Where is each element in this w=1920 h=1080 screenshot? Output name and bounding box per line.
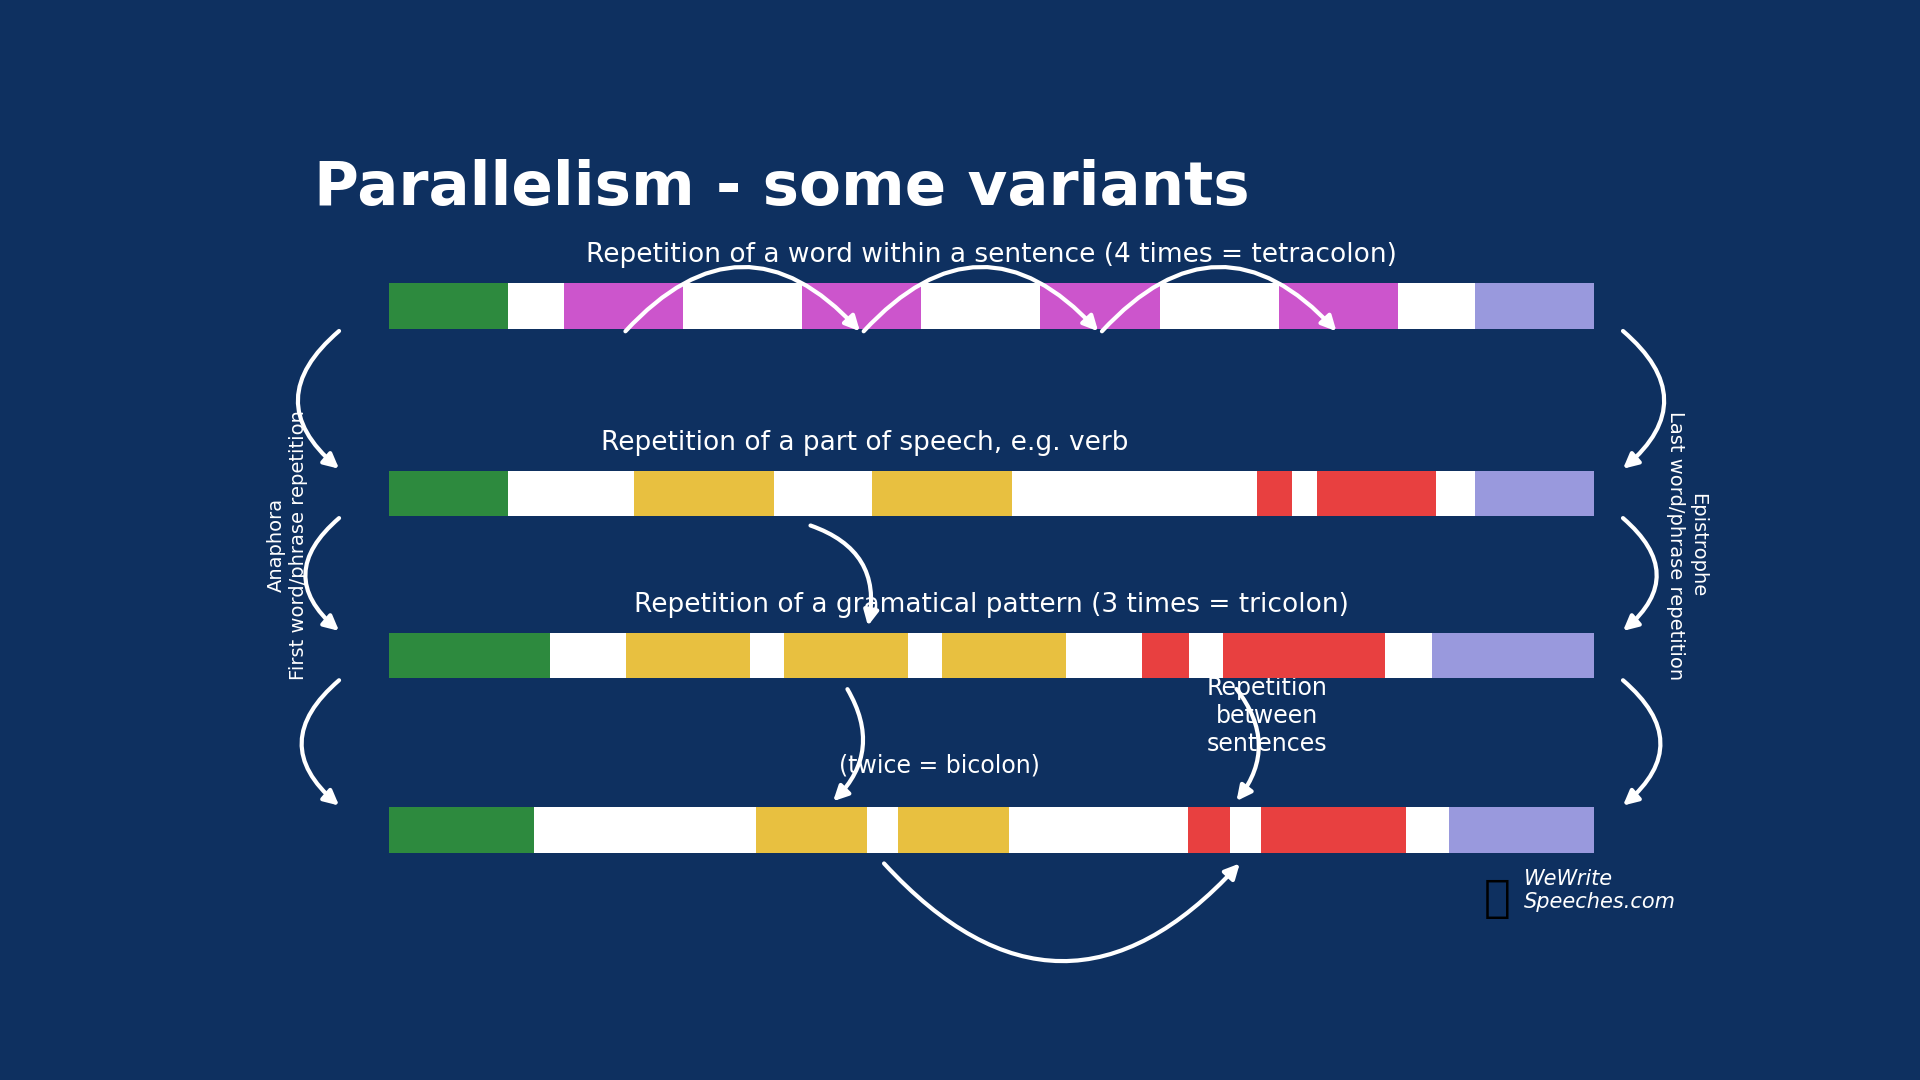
- Text: 🖋: 🖋: [1484, 877, 1511, 920]
- Bar: [1279, 283, 1398, 329]
- Bar: [551, 633, 626, 678]
- FancyArrowPatch shape: [883, 863, 1236, 961]
- Bar: [1188, 808, 1231, 853]
- Bar: [507, 471, 634, 516]
- Text: Anaphora
First word/phrase repetition: Anaphora First word/phrase repetition: [267, 410, 307, 680]
- Bar: [783, 633, 908, 678]
- FancyArrowPatch shape: [298, 330, 340, 465]
- Bar: [908, 633, 943, 678]
- FancyArrowPatch shape: [1622, 680, 1661, 802]
- Bar: [1432, 633, 1594, 678]
- Bar: [564, 283, 684, 329]
- Text: Repetition of a part of speech, e.g. verb: Repetition of a part of speech, e.g. ver…: [601, 430, 1129, 456]
- Text: Parallelism - some variants: Parallelism - some variants: [315, 159, 1250, 218]
- Bar: [1142, 633, 1188, 678]
- Text: Repetition of a gramatical pattern (3 times = tricolon): Repetition of a gramatical pattern (3 ti…: [634, 592, 1350, 618]
- FancyArrowPatch shape: [837, 689, 864, 798]
- Text: WeWrite
Speeches.com: WeWrite Speeches.com: [1524, 869, 1676, 913]
- Bar: [1405, 808, 1450, 853]
- Bar: [1317, 471, 1436, 516]
- FancyArrowPatch shape: [305, 518, 340, 627]
- Bar: [1066, 633, 1142, 678]
- Bar: [1188, 633, 1223, 678]
- Bar: [897, 808, 1008, 853]
- Bar: [1008, 808, 1188, 853]
- Bar: [751, 633, 783, 678]
- Bar: [634, 471, 774, 516]
- Text: Epistrophe
Last word/phrase repetition: Epistrophe Last word/phrase repetition: [1667, 410, 1707, 680]
- FancyArrowPatch shape: [1102, 267, 1332, 332]
- Bar: [872, 471, 1012, 516]
- Bar: [388, 633, 551, 678]
- Bar: [1160, 283, 1279, 329]
- FancyArrowPatch shape: [301, 680, 340, 802]
- Bar: [1223, 633, 1384, 678]
- FancyArrowPatch shape: [810, 526, 877, 621]
- FancyArrowPatch shape: [864, 267, 1094, 332]
- Text: Repetition of a word within a sentence (4 times = tetracolon): Repetition of a word within a sentence (…: [586, 243, 1398, 269]
- Text: (twice = bicolon): (twice = bicolon): [839, 754, 1041, 778]
- Bar: [1398, 283, 1475, 329]
- Bar: [1475, 283, 1594, 329]
- Bar: [534, 808, 756, 853]
- Bar: [803, 283, 922, 329]
- Bar: [1012, 471, 1258, 516]
- Bar: [1258, 471, 1292, 516]
- Bar: [1292, 471, 1317, 516]
- Bar: [388, 471, 507, 516]
- FancyArrowPatch shape: [626, 267, 856, 332]
- FancyArrowPatch shape: [1622, 330, 1665, 465]
- Bar: [509, 283, 564, 329]
- Bar: [388, 808, 534, 853]
- Bar: [388, 283, 509, 329]
- Bar: [943, 633, 1066, 678]
- Bar: [866, 808, 897, 853]
- Bar: [684, 283, 803, 329]
- Text: Repetition
between
sentences: Repetition between sentences: [1206, 676, 1327, 756]
- Bar: [756, 808, 866, 853]
- Bar: [774, 471, 872, 516]
- FancyArrowPatch shape: [1236, 689, 1260, 797]
- Bar: [1450, 808, 1594, 853]
- Bar: [1384, 633, 1432, 678]
- Bar: [1436, 471, 1475, 516]
- Bar: [1041, 283, 1160, 329]
- Bar: [922, 283, 1041, 329]
- FancyArrowPatch shape: [1622, 518, 1657, 627]
- Bar: [1475, 471, 1594, 516]
- Bar: [626, 633, 751, 678]
- Bar: [1261, 808, 1405, 853]
- Bar: [1231, 808, 1261, 853]
